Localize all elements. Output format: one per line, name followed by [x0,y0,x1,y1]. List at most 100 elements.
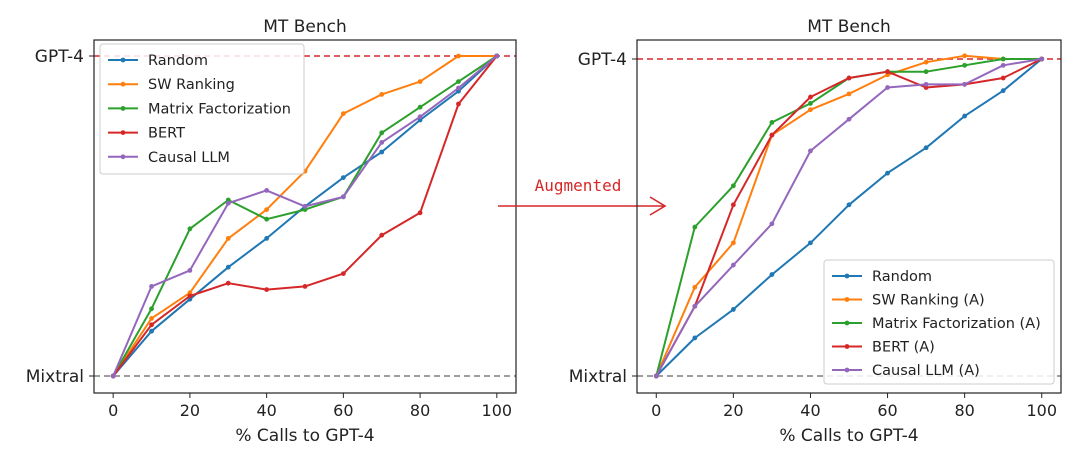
legend-marker [844,344,850,349]
legend: Random SW Ranking Matrix Factorization BERT… [99,43,305,175]
ref-label-mixtral: Mixtral [26,367,84,387]
data-point [653,373,659,379]
data-point [692,335,698,341]
data-point [149,316,154,321]
legend-marker [844,297,850,302]
legend-label: SW Ranking (A) [872,293,985,309]
data-point [846,202,852,208]
chart-right: MT Bench % Calls to GPT-4 GPT-4 Mixtral … [569,17,1062,446]
data-point [456,101,461,107]
legend: Random SW Ranking (A) Matrix Factorization… [823,259,1055,385]
data-point [808,94,813,100]
data-point [730,307,736,312]
data-point [923,59,929,65]
x-tick-label: 0 [651,401,661,420]
data-point [417,210,423,216]
data-point [962,81,968,87]
data-point [808,240,813,246]
ref-label-gpt4: GPT-4 [578,50,627,70]
chart-title: MT Bench [807,17,890,37]
data-point [494,53,500,59]
legend-marker [120,130,126,136]
legend-marker [120,154,126,160]
x-axis-label: % Calls to GPT-4 [779,426,918,446]
data-point [962,113,968,119]
legend-box [823,259,1055,385]
data-point [1000,75,1006,81]
axes-frame [93,39,517,394]
data-point [456,53,461,59]
data-point [846,91,852,97]
x-axis-label: % Calls to GPT-4 [235,426,374,446]
data-point [962,53,968,59]
data-point [730,240,736,246]
data-point [225,280,231,286]
data-point [379,140,385,145]
data-point [264,287,270,292]
data-point [225,264,231,270]
data-point [187,268,193,273]
data-point [808,148,813,154]
data-point [149,328,154,334]
data-point [417,79,423,84]
x-tick-label: 60 [333,401,353,420]
data-point [379,149,385,155]
data-point [730,202,736,208]
data-point [808,107,813,113]
arrow-head-icon [649,196,667,216]
data-point [769,120,775,125]
data-point [846,116,852,122]
legend-marker [844,367,850,373]
data-point [187,293,193,299]
data-point [149,322,154,328]
x-tick-label: 20 [723,401,743,420]
legend-label: Matrix Factorization (A) [872,316,1041,332]
data-point [264,207,270,213]
x-tick-label: 100 [1026,401,1057,420]
data-point [692,224,698,230]
data-point [769,132,775,138]
x-tick-label: 40 [800,401,820,420]
x-tick-label: 20 [180,401,200,420]
x-tick-label: 80 [954,401,974,420]
legend-label: Causal LLM [148,150,230,166]
data-point [264,216,270,222]
data-point [264,188,270,193]
data-point [923,145,929,151]
data-point [110,373,116,379]
legend-marker [120,57,126,63]
data-point [769,272,775,277]
data-point [302,284,308,289]
legend-marker [120,81,126,87]
legend-label: Random [872,269,932,285]
data-point [149,284,154,289]
data-point [456,85,461,91]
legend-label: Matrix Factorization [148,101,291,117]
chart-left: MT Bench % Calls to GPT-4 GPT-4 Mixtral … [26,17,517,446]
data-point [456,79,461,84]
x-tick-label: 100 [482,401,513,420]
x-tick-label: 80 [410,401,430,420]
data-point [692,303,698,309]
legend-marker [844,273,850,279]
chart-title: MT Bench [263,17,346,37]
ref-label-gpt4: GPT-4 [35,47,84,67]
axes-frame [636,39,1062,394]
data-point [340,111,346,116]
x-tick-label: 60 [877,401,897,420]
data-point [962,62,968,68]
data-point [1000,62,1006,68]
x-tick-label: 0 [108,401,118,420]
data-point [379,130,385,136]
legend-label: BERT (A) [872,340,935,356]
legend-marker [844,320,850,326]
ref-label-mixtral: Mixtral [569,367,627,387]
data-point [1000,88,1006,94]
data-point [769,221,775,227]
data-point [340,271,346,276]
data-point [923,81,929,87]
data-point [1039,56,1045,62]
data-point [417,104,423,110]
data-point [340,194,346,200]
